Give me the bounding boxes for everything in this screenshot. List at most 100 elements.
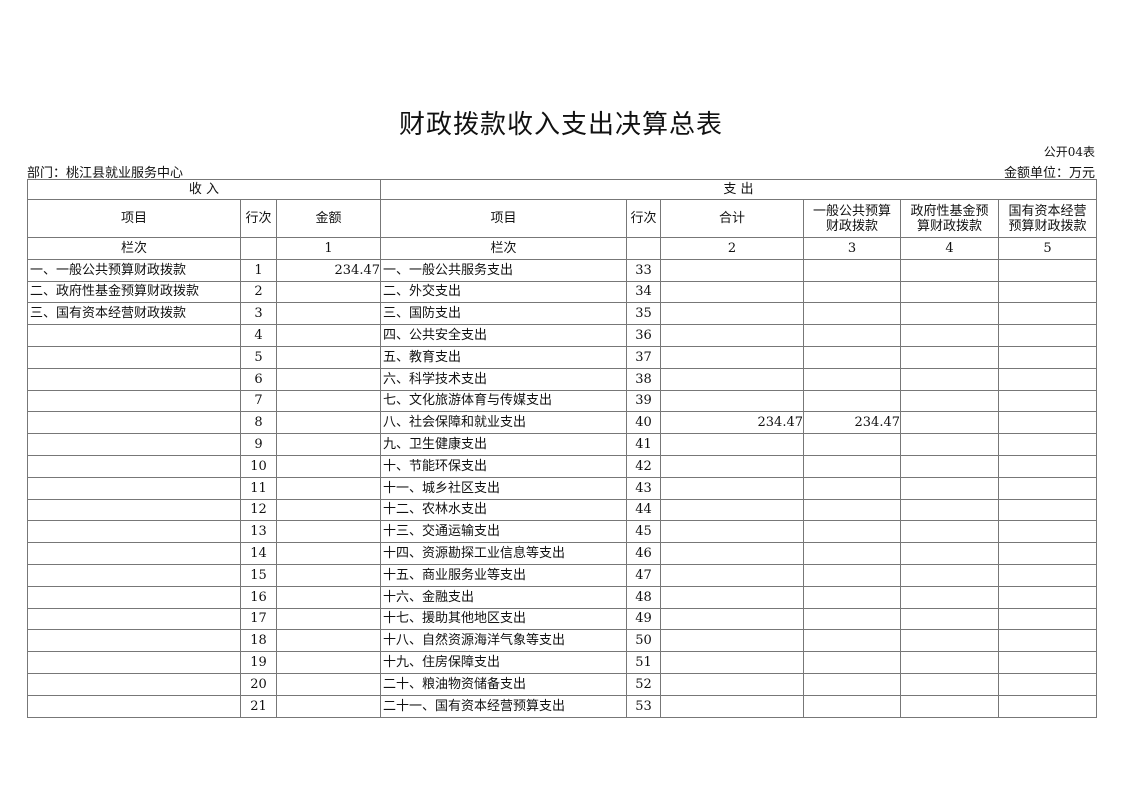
table-row: 14 十四、资源勘探工业信息等支出 46: [27, 542, 1097, 565]
cell-total: [660, 345, 804, 369]
cell-in-amount: [276, 520, 381, 544]
table-row: 三、国有资本经营财政拨款 3 三、国防支出 35: [27, 302, 1097, 326]
department-label: 部门：桃江县就业服务中心: [27, 166, 184, 181]
table-row: 12 十二、农林水支出 44: [27, 498, 1097, 522]
cell-out-line: 47: [626, 563, 661, 587]
cell-out-line: 49: [626, 607, 661, 631]
cell-total: [660, 324, 804, 347]
cell-in-item: [27, 520, 241, 544]
cell-out-item: 三、国防支出: [380, 302, 627, 326]
cell-state: [998, 258, 1097, 282]
cell-in-item: [27, 607, 241, 631]
cell-fund: [900, 629, 999, 653]
cell-fund: [900, 258, 999, 282]
table-row: 一、一般公共预算财政拨款 1 234.47 一、一般公共服务支出 33: [27, 258, 1097, 282]
cell-out-line: 48: [626, 585, 661, 609]
table-row: 10 十、节能环保支出 42: [27, 454, 1097, 478]
cell-in-amount: [276, 629, 381, 653]
cell-general: [803, 302, 901, 326]
cell-in-item: [27, 345, 241, 369]
cell-general: [803, 694, 901, 718]
cell-in-item: [27, 411, 241, 435]
cell-in-line: 18: [240, 629, 277, 653]
cell-out-item: 十三、交通运输支出: [380, 520, 627, 544]
column-number: 4: [900, 237, 999, 260]
cell-total: [660, 651, 804, 674]
cell-fund: [900, 585, 999, 609]
cell-general: [803, 454, 901, 478]
cell-fund: [900, 411, 999, 435]
expense-header: 支 出: [380, 179, 1097, 200]
cell-out-item: 十二、农林水支出: [380, 498, 627, 522]
cell-out-item: 二十一、国有资本经营预算支出: [380, 694, 627, 718]
cell-out-line: 45: [626, 520, 661, 544]
cell-total: [660, 520, 804, 544]
cell-fund: [900, 542, 999, 565]
cell-in-line: 14: [240, 542, 277, 565]
table-row: 8 八、社会保障和就业支出 40 234.47 234.47: [27, 411, 1097, 435]
cell-out-item: 十七、援助其他地区支出: [380, 607, 627, 631]
table-row: 19 十九、住房保障支出 51: [27, 651, 1097, 674]
cell-total: [660, 542, 804, 565]
cell-out-line: 51: [626, 651, 661, 674]
cell-in-amount: [276, 607, 381, 631]
cell-in-item: [27, 694, 241, 718]
cell-out-item: 一、一般公共服务支出: [380, 258, 627, 282]
cell-in-amount: [276, 563, 381, 587]
cell-state: [998, 476, 1097, 500]
table-row: 4 四、公共安全支出 36: [27, 324, 1097, 347]
cell-in-item: 三、国有资本经营财政拨款: [27, 302, 241, 326]
cell-fund: [900, 607, 999, 631]
cell-general: [803, 389, 901, 413]
table-row: 15 十五、商业服务业等支出 47: [27, 563, 1097, 587]
cell-total: [660, 454, 804, 478]
cell-fund: [900, 302, 999, 326]
cell-out-line: 36: [626, 324, 661, 347]
cell-in-line: 12: [240, 498, 277, 522]
cell-out-item: 八、社会保障和就业支出: [380, 411, 627, 435]
cell-in-line: 9: [240, 433, 277, 456]
column-number: 2: [660, 237, 804, 260]
cell-state: [998, 454, 1097, 478]
cell-fund: [900, 367, 999, 391]
table-row: 21 二十一、国有资本经营预算支出 53: [27, 694, 1097, 718]
cell-general: [803, 258, 901, 282]
cell-state: [998, 607, 1097, 631]
column-number: 5: [998, 237, 1097, 260]
table-row: 11 十一、城乡社区支出 43: [27, 476, 1097, 500]
cell-fund: [900, 324, 999, 347]
expense-item-header: 项目: [380, 199, 627, 238]
cell-general: [803, 607, 901, 631]
cell-total: [660, 258, 804, 282]
cell-in-amount: [276, 411, 381, 435]
cell-out-item: 十、节能环保支出: [380, 454, 627, 478]
table-row: 9 九、卫生健康支出 41: [27, 433, 1097, 456]
expense-line-header: 行次: [626, 199, 661, 238]
cell-in-line: 15: [240, 563, 277, 587]
page-title: 财政拨款收入支出决算总表: [398, 110, 723, 140]
table-code: 公开04表: [1043, 145, 1095, 159]
cell-out-line: 50: [626, 629, 661, 653]
cell-in-amount: [276, 302, 381, 326]
cell-fund: [900, 498, 999, 522]
cell-out-line: 41: [626, 433, 661, 456]
cell-out-line: 43: [626, 476, 661, 500]
cell-fund: [900, 280, 999, 304]
cell-total: [660, 280, 804, 304]
cell-in-item: [27, 476, 241, 500]
cell-in-amount: [276, 345, 381, 369]
cell-state: [998, 367, 1097, 391]
cell-total: [660, 694, 804, 718]
cell-general: [803, 345, 901, 369]
cell-general: [803, 542, 901, 565]
cell-general: [803, 585, 901, 609]
table-row: 7 七、文化旅游体育与传媒支出 39: [27, 389, 1097, 413]
cell-in-amount: [276, 433, 381, 456]
cell-in-line: 8: [240, 411, 277, 435]
cell-out-item: 七、文化旅游体育与传媒支出: [380, 389, 627, 413]
cell-fund: [900, 651, 999, 674]
table-row: 16 十六、金融支出 48: [27, 585, 1097, 609]
cell-fund: [900, 520, 999, 544]
empty-cell: [240, 237, 277, 260]
cell-fund: [900, 563, 999, 587]
